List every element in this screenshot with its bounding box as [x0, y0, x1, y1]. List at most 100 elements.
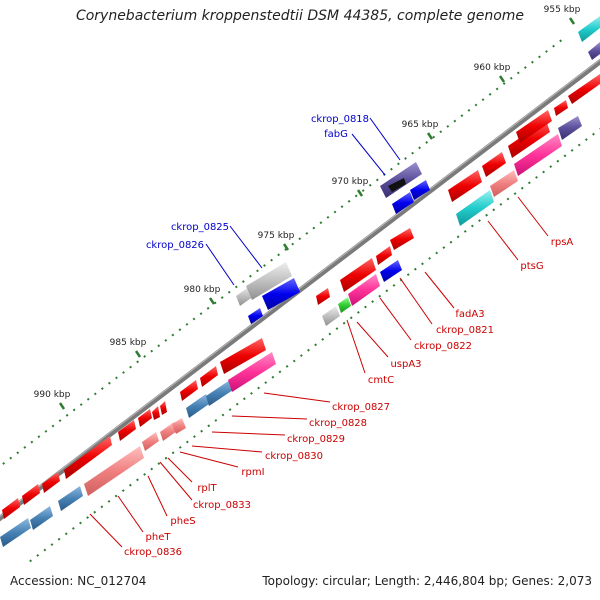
- gene-leader-line: [424, 271, 455, 309]
- gene-label[interactable]: ckrop_0836: [124, 547, 182, 558]
- minor-tick: [171, 333, 175, 337]
- gene-arrow[interactable]: [514, 134, 562, 176]
- gene-arrow[interactable]: [186, 394, 209, 418]
- gene-label[interactable]: ckrop_0826: [146, 240, 204, 251]
- gene-label[interactable]: ptsG: [520, 261, 543, 272]
- gene-arrow[interactable]: [160, 422, 177, 441]
- minor-tick: [220, 296, 224, 299]
- gene-label[interactable]: ckrop_0821: [436, 325, 494, 336]
- gene-arrow[interactable]: [588, 42, 600, 60]
- minor-tick: [241, 280, 245, 283]
- gene-arrow[interactable]: [160, 401, 167, 415]
- gene-label[interactable]: fadA3: [455, 309, 484, 320]
- gene-arrow[interactable]: [376, 246, 392, 265]
- gene-label[interactable]: pheT: [146, 532, 172, 543]
- gene-arrow[interactable]: [180, 380, 198, 401]
- minor-tick: [136, 478, 139, 482]
- gene-label[interactable]: rpmI: [241, 467, 264, 478]
- gene-label[interactable]: cmtC: [368, 375, 394, 386]
- kbp-label: 975 kbp: [258, 231, 295, 241]
- minor-tick: [538, 55, 541, 59]
- gene-arrow[interactable]: [248, 308, 263, 324]
- minor-tick: [150, 467, 154, 471]
- minor-tick: [356, 311, 360, 314]
- minor-tick: [542, 170, 546, 174]
- gene-label[interactable]: rpsA: [551, 237, 574, 248]
- gene-arrow[interactable]: [490, 170, 518, 197]
- gene-arrow[interactable]: [22, 484, 40, 505]
- gene-label[interactable]: ckrop_0830: [265, 451, 323, 462]
- minor-tick: [513, 192, 517, 195]
- kbp-label: 960 kbp: [474, 63, 511, 73]
- gene-arrow[interactable]: [448, 170, 482, 202]
- minor-tick: [264, 381, 268, 384]
- gene-arrow[interactable]: [558, 116, 582, 140]
- minor-tick: [474, 103, 478, 107]
- gene-arrow[interactable]: [42, 472, 60, 493]
- gene-arrow[interactable]: [2, 498, 20, 519]
- minor-tick: [342, 321, 346, 325]
- minor-tick: [285, 365, 289, 368]
- minor-tick: [413, 267, 417, 271]
- gene-arrow[interactable]: [138, 409, 152, 427]
- gene-arrow[interactable]: [228, 352, 276, 392]
- gene-arrow[interactable]: [554, 100, 568, 116]
- gene-arrow[interactable]: [578, 16, 600, 42]
- gene-arrow[interactable]: [246, 262, 292, 300]
- gene-arrow[interactable]: [84, 446, 144, 496]
- gene-label[interactable]: ckrop_0818: [311, 114, 369, 125]
- gene-label[interactable]: pheS: [170, 516, 195, 527]
- gene-arrow[interactable]: [142, 432, 159, 451]
- gene-arrow[interactable]: [388, 178, 406, 192]
- gene-label[interactable]: ckrop_0833: [193, 500, 251, 511]
- minor-tick: [404, 157, 407, 160]
- gene-leader-line: [351, 133, 386, 176]
- gene-arrow[interactable]: [338, 297, 351, 313]
- minor-tick: [107, 500, 111, 503]
- gene-arrow[interactable]: [118, 420, 136, 441]
- gene-arrow[interactable]: [30, 506, 53, 530]
- minor-tick: [319, 221, 323, 225]
- gene-label[interactable]: ckrop_0827: [332, 402, 390, 413]
- gene-arrow[interactable]: [206, 380, 233, 406]
- gene-arrow[interactable]: [340, 258, 376, 292]
- minor-tick: [549, 165, 553, 168]
- minor-tick: [50, 543, 54, 547]
- gene-arrow[interactable]: [482, 152, 506, 177]
- gene-arrow[interactable]: [220, 338, 266, 374]
- minor-tick: [552, 44, 555, 48]
- minor-tick: [432, 135, 436, 139]
- minor-tick: [299, 354, 303, 357]
- gene-arrow[interactable]: [410, 180, 430, 200]
- gene-arrow[interactable]: [152, 406, 160, 420]
- gene-arrow[interactable]: [380, 260, 402, 282]
- minor-tick: [164, 456, 168, 460]
- gene-arrow[interactable]: [392, 192, 414, 214]
- gene-arrow[interactable]: [200, 366, 218, 387]
- gene-arrow[interactable]: [516, 110, 552, 143]
- gene-leader-line: [89, 513, 123, 548]
- gene-arrow[interactable]: [58, 486, 83, 511]
- minor-tick: [453, 119, 457, 123]
- gene-label[interactable]: ckrop_0822: [414, 341, 472, 352]
- gene-arrow[interactable]: [390, 228, 414, 250]
- gene-arrow[interactable]: [322, 306, 340, 326]
- gene-label[interactable]: ckrop_0825: [171, 222, 229, 233]
- gene-arrow[interactable]: [172, 418, 186, 434]
- gene-arrow[interactable]: [568, 74, 600, 104]
- minor-tick: [249, 274, 252, 278]
- gene-arrow[interactable]: [64, 436, 112, 479]
- gene-arrow[interactable]: [316, 288, 330, 305]
- kbp-tick-row-inner: [29, 128, 600, 563]
- gene-label[interactable]: ckrop_0829: [287, 434, 345, 445]
- gene-arrow[interactable]: [348, 274, 380, 306]
- gene-arrow[interactable]: [262, 278, 300, 310]
- minor-tick: [559, 39, 563, 43]
- minor-tick: [71, 526, 75, 530]
- gene-arrow[interactable]: [0, 518, 31, 547]
- gene-arrow[interactable]: [456, 190, 494, 226]
- gene-label[interactable]: rplT: [197, 483, 217, 494]
- gene-label[interactable]: uspA3: [390, 359, 421, 370]
- gene-label[interactable]: fabG: [324, 129, 348, 140]
- gene-label[interactable]: ckrop_0828: [309, 418, 367, 429]
